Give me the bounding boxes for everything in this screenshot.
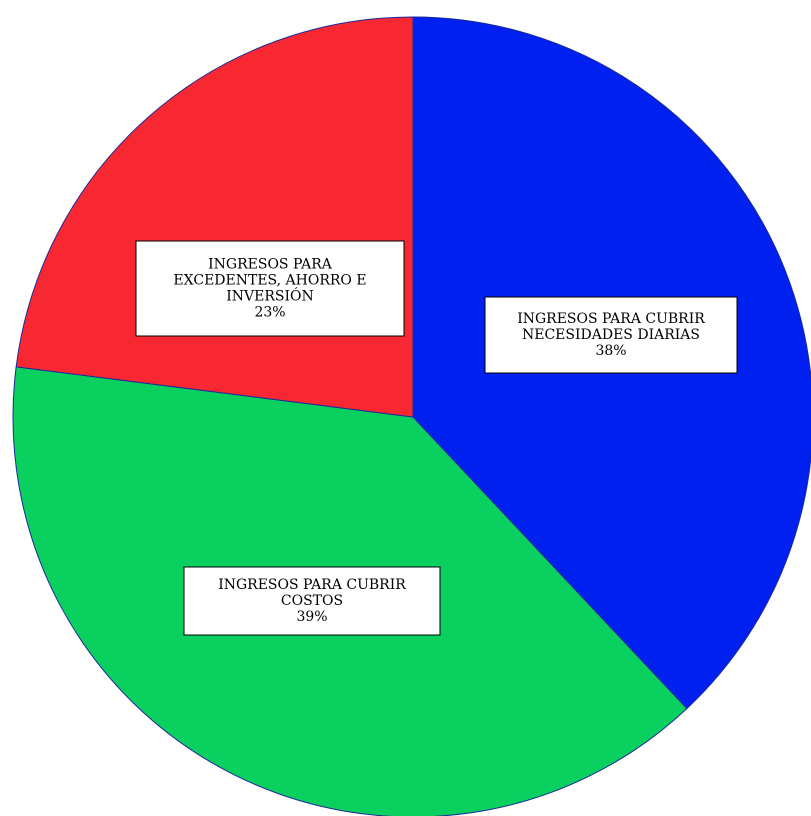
slice-category-label: NECESIDADES DIARIAS — [522, 327, 700, 343]
slice-label-box — [484, 296, 738, 374]
slice-category-label: INGRESOS PARA CUBRIR — [517, 311, 705, 327]
slice-category-label: INGRESOS PARA — [208, 257, 333, 273]
pie-slices — [12, 16, 811, 816]
slice-label-box — [183, 566, 441, 636]
slice-category-label: EXCEDENTES, AHORRO E — [173, 273, 366, 289]
slice-category-label: INVERSIÓN — [226, 287, 314, 305]
slice-category-label: COSTOS — [281, 593, 343, 609]
slice-percent-label: 39% — [296, 609, 327, 625]
slice-category-label: INGRESOS PARA CUBRIR — [218, 577, 406, 593]
slice-label-box — [135, 240, 405, 337]
slice-percent-label: 23% — [254, 305, 285, 321]
pie-slice-2 — [15, 16, 414, 418]
slice-percent-label: 38% — [595, 343, 626, 359]
